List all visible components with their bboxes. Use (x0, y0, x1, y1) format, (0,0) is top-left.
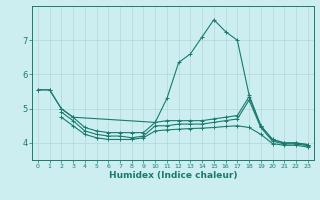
X-axis label: Humidex (Indice chaleur): Humidex (Indice chaleur) (108, 171, 237, 180)
